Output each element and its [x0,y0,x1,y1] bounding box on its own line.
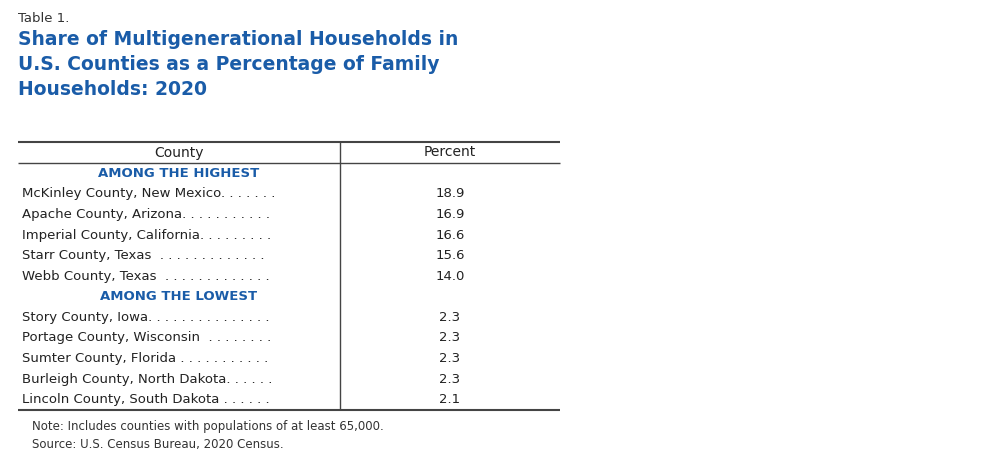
Text: 15.6: 15.6 [435,249,465,262]
Text: Imperial County, California. . . . . . . . .: Imperial County, California. . . . . . .… [22,229,271,241]
Text: 14.0: 14.0 [435,270,465,283]
Text: 2.1: 2.1 [439,393,461,406]
Text: Webb County, Texas  . . . . . . . . . . . . .: Webb County, Texas . . . . . . . . . . .… [22,270,270,283]
Text: Table 1.: Table 1. [18,12,69,25]
Text: Share of Multigenerational Households in
U.S. Counties as a Percentage of Family: Share of Multigenerational Households in… [18,30,458,99]
Text: Note: Includes counties with populations of at least 65,000.
Source: U.S. Census: Note: Includes counties with populations… [32,420,384,451]
Text: 2.3: 2.3 [439,311,461,324]
Text: Burleigh County, North Dakota. . . . . .: Burleigh County, North Dakota. . . . . . [22,373,272,386]
Text: Story County, Iowa. . . . . . . . . . . . . . .: Story County, Iowa. . . . . . . . . . . … [22,311,270,324]
Text: Lincoln County, South Dakota . . . . . .: Lincoln County, South Dakota . . . . . . [22,393,270,406]
Text: McKinley County, New Mexico. . . . . . .: McKinley County, New Mexico. . . . . . . [22,187,275,201]
Text: County: County [154,146,204,159]
Text: AMONG THE HIGHEST: AMONG THE HIGHEST [98,167,260,180]
Text: AMONG THE LOWEST: AMONG THE LOWEST [100,290,258,303]
Text: 2.3: 2.3 [439,352,461,365]
Text: 2.3: 2.3 [439,373,461,386]
Text: Sumter County, Florida . . . . . . . . . . .: Sumter County, Florida . . . . . . . . .… [22,352,268,365]
Text: 18.9: 18.9 [435,187,465,201]
Text: 16.6: 16.6 [435,229,465,241]
Text: Percent: Percent [424,146,476,159]
Text: 16.9: 16.9 [435,208,465,221]
Text: 2.3: 2.3 [439,331,461,344]
Text: Starr County, Texas  . . . . . . . . . . . . .: Starr County, Texas . . . . . . . . . . … [22,249,264,262]
Text: Apache County, Arizona. . . . . . . . . . .: Apache County, Arizona. . . . . . . . . … [22,208,270,221]
Text: Portage County, Wisconsin  . . . . . . . .: Portage County, Wisconsin . . . . . . . … [22,331,271,344]
